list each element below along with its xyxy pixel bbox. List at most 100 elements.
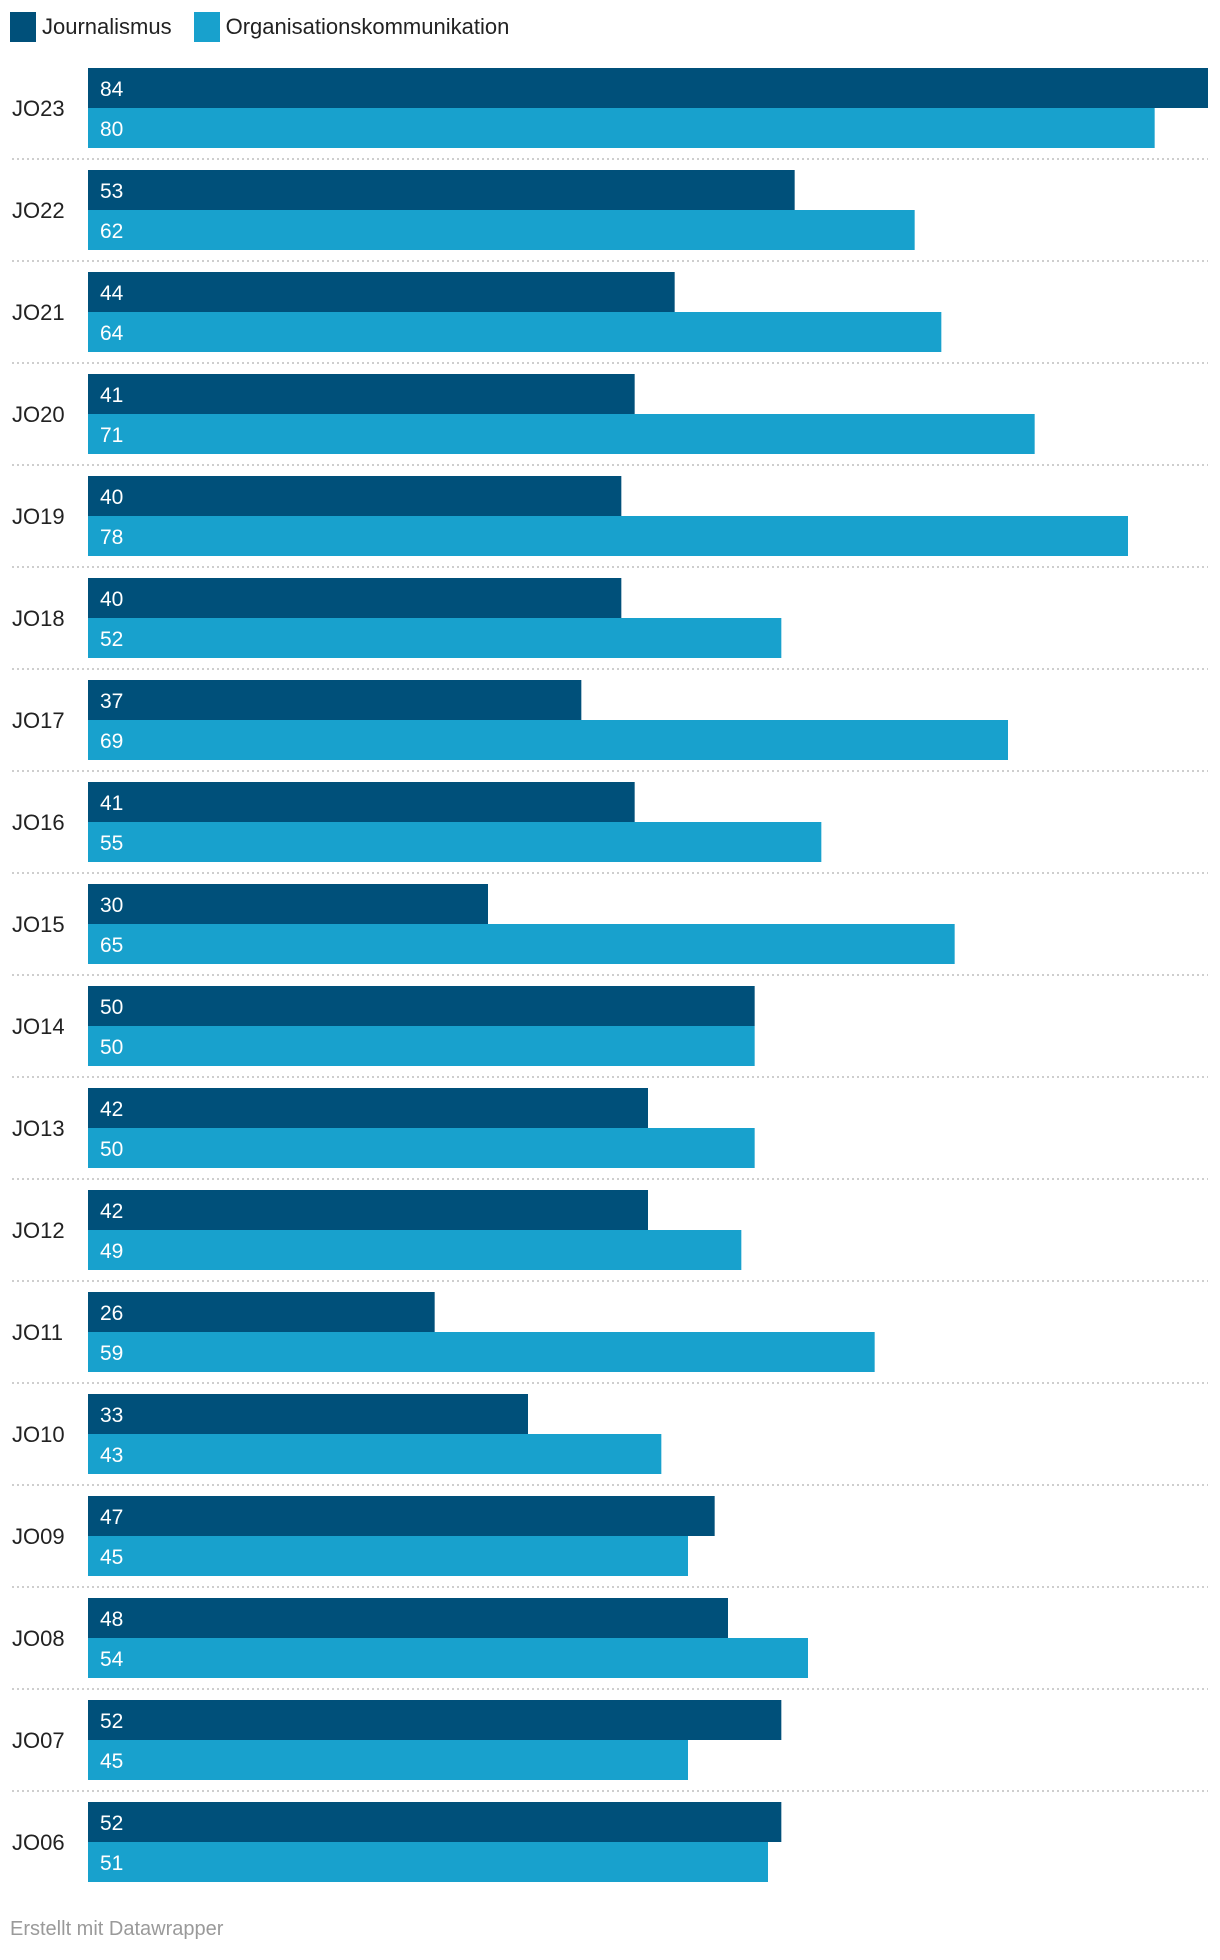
category-group: JO13 42 50 xyxy=(12,1088,1208,1180)
data-label: 64 xyxy=(100,322,124,345)
category-group: JO14 50 50 xyxy=(12,986,1208,1078)
legend-label: Organisationskommunikation xyxy=(225,14,510,39)
bar-organisationskommunikation xyxy=(88,924,955,964)
category-group: JO17 37 69 xyxy=(12,680,1208,772)
bar-journalismus xyxy=(88,1394,528,1434)
bar-journalismus xyxy=(88,986,755,1026)
bar-journalismus xyxy=(88,1496,715,1536)
category-label: JO12 xyxy=(12,1218,65,1243)
category-label: JO20 xyxy=(12,402,65,427)
data-label: 53 xyxy=(100,180,123,203)
data-label: 40 xyxy=(100,486,123,509)
category-label: JO07 xyxy=(12,1728,65,1753)
data-label: 65 xyxy=(100,934,123,957)
category-group: JO22 53 62 xyxy=(12,170,1208,262)
data-label: 80 xyxy=(100,118,123,141)
bar-journalismus xyxy=(88,1088,648,1128)
bar-organisationskommunikation xyxy=(88,618,782,658)
data-label: 40 xyxy=(100,588,123,611)
category-label: JO21 xyxy=(12,300,65,325)
bar-organisationskommunikation xyxy=(88,720,1008,760)
bar-journalismus xyxy=(88,1190,648,1230)
legend-label: Journalismus xyxy=(42,14,172,39)
category-label: JO19 xyxy=(12,504,65,529)
category-group: JO06 52 51 xyxy=(12,1802,782,1882)
bar-journalismus xyxy=(88,1292,435,1332)
data-label: 43 xyxy=(100,1444,123,1467)
category-label: JO17 xyxy=(12,708,65,733)
data-label: 42 xyxy=(100,1200,123,1223)
category-group: JO07 52 45 xyxy=(12,1700,1208,1792)
data-label: 52 xyxy=(100,1710,123,1733)
category-group: JO16 41 55 xyxy=(12,782,1208,874)
data-label: 37 xyxy=(100,690,123,713)
data-label: 59 xyxy=(100,1342,123,1365)
data-label: 47 xyxy=(100,1506,123,1529)
bar-organisationskommunikation xyxy=(88,210,915,250)
data-label: 50 xyxy=(100,1036,123,1059)
category-group: JO09 47 45 xyxy=(12,1496,1208,1588)
bar-journalismus xyxy=(88,374,635,414)
category-group: JO08 48 54 xyxy=(12,1598,1208,1690)
data-label: 45 xyxy=(100,1546,123,1569)
data-label: 44 xyxy=(100,282,124,305)
category-group: JO18 40 52 xyxy=(12,578,1208,670)
bar-journalismus xyxy=(88,884,488,924)
data-label: 41 xyxy=(100,384,123,407)
bar-journalismus xyxy=(88,272,675,312)
data-label: 52 xyxy=(100,1812,123,1835)
bar-organisationskommunikation xyxy=(88,516,1128,556)
category-group: JO19 40 78 xyxy=(12,476,1208,568)
category-label: JO16 xyxy=(12,810,65,835)
bar-organisationskommunikation xyxy=(88,108,1155,148)
data-label: 49 xyxy=(100,1240,123,1263)
data-label: 42 xyxy=(100,1098,123,1121)
data-label: 52 xyxy=(100,628,123,651)
bar-organisationskommunikation xyxy=(88,1842,768,1882)
data-label: 84 xyxy=(100,78,124,101)
data-label: 78 xyxy=(100,526,123,549)
category-label: JO13 xyxy=(12,1116,65,1141)
data-label: 55 xyxy=(100,832,123,855)
bar-organisationskommunikation xyxy=(88,312,942,352)
data-label: 62 xyxy=(100,220,123,243)
footer-credit: Erstellt mit Datawrapper xyxy=(10,1918,224,1940)
bar-journalismus xyxy=(88,782,635,822)
category-label: JO06 xyxy=(12,1830,65,1855)
data-label: 50 xyxy=(100,1138,123,1161)
data-label: 71 xyxy=(100,424,123,447)
data-label: 26 xyxy=(100,1302,123,1325)
category-label: JO15 xyxy=(12,912,65,937)
bar-organisationskommunikation xyxy=(88,1536,688,1576)
data-label: 33 xyxy=(100,1404,123,1427)
bar-journalismus xyxy=(88,1700,782,1740)
data-label: 30 xyxy=(100,894,123,917)
legend-item-0: Journalismus xyxy=(10,12,172,42)
data-label: 69 xyxy=(100,730,123,753)
data-label: 54 xyxy=(100,1648,124,1671)
bar-journalismus xyxy=(88,170,795,210)
bar-organisationskommunikation xyxy=(88,1332,875,1372)
category-label: JO14 xyxy=(12,1014,65,1039)
category-group: JO21 44 64 xyxy=(12,272,1208,364)
category-group: JO20 41 71 xyxy=(12,374,1208,466)
data-label: 50 xyxy=(100,996,123,1019)
legend-item-1: Organisationskommunikation xyxy=(193,12,510,42)
data-label: 48 xyxy=(100,1608,123,1631)
category-group: JO11 26 59 xyxy=(12,1292,1208,1384)
category-label: JO23 xyxy=(12,96,65,121)
bar-organisationskommunikation xyxy=(88,414,1035,454)
data-label: 51 xyxy=(100,1852,123,1875)
chart-legend: Journalismus Organisationskommunikation xyxy=(10,10,531,44)
bar-journalismus xyxy=(88,1598,728,1638)
category-label: JO22 xyxy=(12,198,65,223)
legend-swatch xyxy=(10,12,36,42)
category-group: JO15 30 65 xyxy=(12,884,1208,976)
bar-journalismus xyxy=(88,578,622,618)
category-group: JO12 42 49 xyxy=(12,1190,1208,1282)
bar-organisationskommunikation xyxy=(88,1740,688,1780)
bar-organisationskommunikation xyxy=(88,1638,808,1678)
category-label: JO09 xyxy=(12,1524,65,1549)
category-label: JO10 xyxy=(12,1422,65,1447)
data-label: 45 xyxy=(100,1750,123,1773)
